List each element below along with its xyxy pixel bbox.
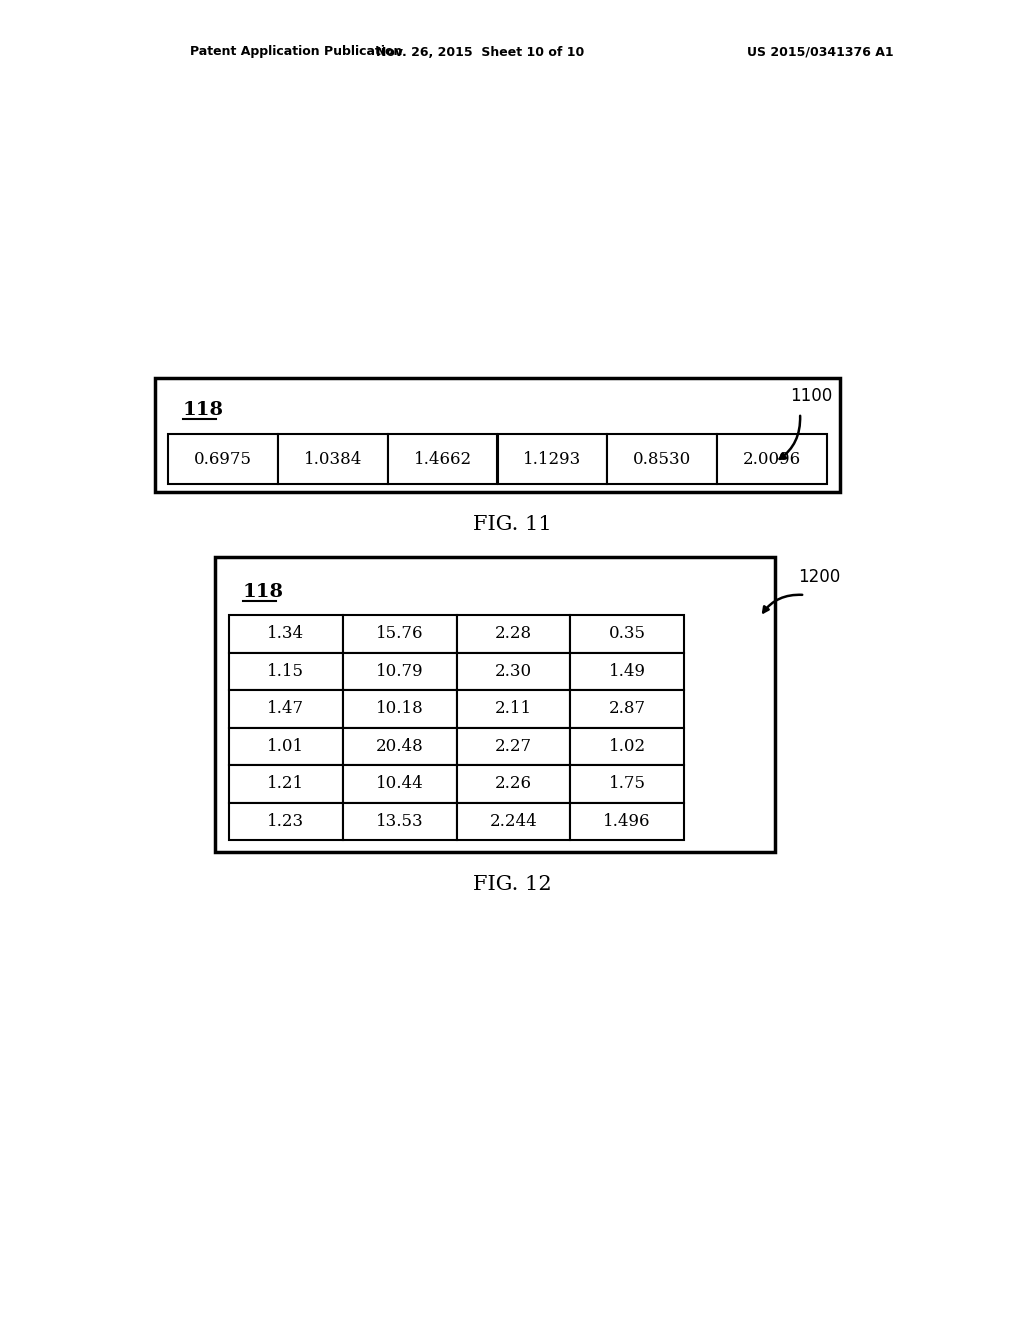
Text: 2.87: 2.87 (608, 700, 646, 717)
Bar (229, 727, 343, 766)
Text: 1.75: 1.75 (608, 775, 645, 792)
Text: 1.23: 1.23 (267, 813, 304, 830)
Bar (168, 434, 278, 484)
Bar (570, 615, 684, 652)
Bar (343, 766, 457, 803)
Text: Nov. 26, 2015  Sheet 10 of 10: Nov. 26, 2015 Sheet 10 of 10 (376, 45, 584, 58)
Bar (278, 434, 388, 484)
Bar (457, 615, 570, 652)
Text: 118: 118 (183, 401, 224, 418)
Bar (343, 690, 457, 727)
Bar (570, 766, 684, 803)
Text: 1.49: 1.49 (608, 663, 645, 680)
Text: 1.15: 1.15 (267, 663, 304, 680)
Text: 1.0384: 1.0384 (303, 450, 361, 467)
Bar (343, 803, 457, 840)
Text: 10.79: 10.79 (376, 663, 424, 680)
Bar (388, 434, 498, 484)
Bar (229, 652, 343, 690)
Text: 20.48: 20.48 (376, 738, 424, 755)
Text: 2.0096: 2.0096 (743, 450, 801, 467)
Text: 1100: 1100 (790, 387, 831, 405)
Text: 1.34: 1.34 (267, 626, 304, 643)
Text: 15.76: 15.76 (376, 626, 423, 643)
Bar (229, 690, 343, 727)
Bar (717, 434, 827, 484)
Text: 2.11: 2.11 (495, 700, 531, 717)
Text: 1.01: 1.01 (267, 738, 304, 755)
Text: 10.18: 10.18 (376, 700, 424, 717)
Text: Patent Application Publication: Patent Application Publication (190, 45, 402, 58)
Text: 118: 118 (243, 583, 284, 601)
Text: 1.21: 1.21 (267, 775, 304, 792)
Text: FIG. 11: FIG. 11 (473, 515, 551, 533)
Bar (343, 727, 457, 766)
Text: 1.1293: 1.1293 (523, 450, 582, 467)
Text: 2.244: 2.244 (489, 813, 538, 830)
Bar (457, 803, 570, 840)
Bar (498, 434, 607, 484)
Bar (570, 690, 684, 727)
Text: 0.6975: 0.6975 (194, 450, 252, 467)
Bar (215, 557, 775, 851)
Bar (570, 803, 684, 840)
Bar (229, 766, 343, 803)
Text: FIG. 12: FIG. 12 (473, 874, 551, 894)
Text: US 2015/0341376 A1: US 2015/0341376 A1 (746, 45, 893, 58)
Bar (343, 652, 457, 690)
Bar (457, 652, 570, 690)
Text: 2.26: 2.26 (495, 775, 531, 792)
Bar (457, 766, 570, 803)
Text: 0.8530: 0.8530 (633, 450, 691, 467)
Bar (457, 690, 570, 727)
Text: 1.4662: 1.4662 (414, 450, 472, 467)
Text: 13.53: 13.53 (376, 813, 424, 830)
Bar (570, 652, 684, 690)
Bar (343, 615, 457, 652)
Text: 2.28: 2.28 (495, 626, 531, 643)
Text: 1.02: 1.02 (608, 738, 646, 755)
Bar (607, 434, 717, 484)
Bar (229, 615, 343, 652)
Bar (570, 727, 684, 766)
Text: 0.35: 0.35 (608, 626, 645, 643)
Bar (229, 803, 343, 840)
Text: 1.47: 1.47 (267, 700, 304, 717)
Bar (457, 727, 570, 766)
Text: 2.30: 2.30 (495, 663, 531, 680)
Bar (155, 378, 840, 492)
Text: 1.496: 1.496 (603, 813, 651, 830)
Text: 2.27: 2.27 (495, 738, 531, 755)
Text: 1200: 1200 (798, 568, 840, 586)
Text: 10.44: 10.44 (376, 775, 424, 792)
